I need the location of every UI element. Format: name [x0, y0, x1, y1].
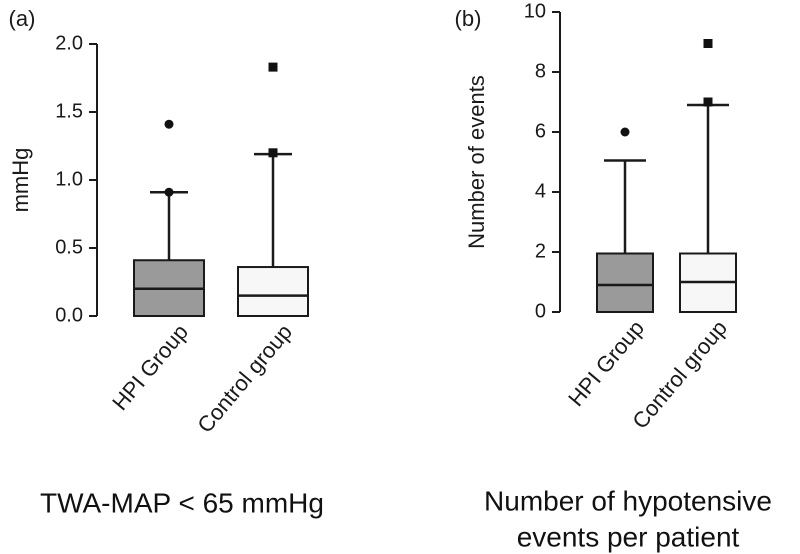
box-control — [237, 266, 309, 318]
outlier-point — [268, 62, 278, 72]
outlier-point — [703, 39, 713, 48]
y-tick-label: 1.0 — [55, 168, 83, 190]
category-label: HPI Group — [563, 315, 649, 411]
outlier-point — [620, 127, 630, 137]
y-tick-label: 0.0 — [55, 304, 83, 326]
outlier-point — [164, 119, 174, 129]
y-tick-label: 10 — [524, 0, 546, 22]
panel-label: (a) — [9, 6, 36, 31]
chart-title-line: Number of hypotensive — [484, 485, 772, 516]
outlier-point — [164, 187, 174, 197]
y-tick-label: 2.0 — [55, 32, 83, 54]
y-tick-label: 4 — [535, 180, 546, 202]
box-hpi — [596, 252, 654, 313]
chart-title: TWA-MAP < 65 mmHg — [40, 487, 324, 518]
panel-a: (a) 0.0 0.5 1.0 1.5 2.0 mmHg HPI Group Control g… — [8, 6, 324, 519]
y-tick-label: 8 — [535, 60, 546, 82]
y-tick-label: 2 — [535, 240, 546, 262]
y-tick-label: 0 — [535, 300, 546, 322]
y-axis-title: Number of events — [464, 75, 489, 249]
outlier-point — [268, 148, 278, 158]
category-label: HPI Group — [107, 319, 193, 415]
chart-title-line: events per patient — [517, 521, 740, 552]
y-axis-title: mmHg — [8, 148, 33, 213]
outlier-point — [703, 97, 713, 107]
y-tick-label: 1.5 — [55, 100, 83, 122]
panel-label: (b) — [455, 6, 482, 31]
y-tick-label: 0.5 — [55, 236, 83, 258]
y-tick-label: 6 — [535, 120, 546, 142]
category-label: Control group — [192, 319, 297, 437]
